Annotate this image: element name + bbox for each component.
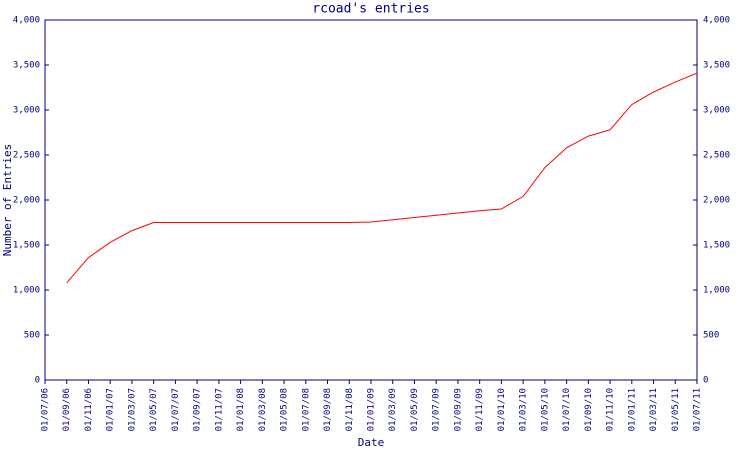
x-tick-label: 01/03/07 [127, 388, 137, 431]
x-tick-label: 01/09/08 [323, 388, 333, 431]
x-tick-label: 01/07/08 [301, 388, 311, 431]
y-tick-label: 3,500 [13, 61, 40, 71]
y2-tick-label: 500 [703, 331, 719, 341]
x-tick-label: 01/01/07 [106, 388, 116, 431]
x-tick-label: 01/05/08 [280, 388, 290, 431]
y2-tick-label: 3,000 [703, 106, 730, 116]
y2-tick-label: 2,000 [703, 196, 730, 206]
x-tick-label: 01/05/10 [540, 388, 550, 431]
x-tick-label: 01/11/09 [475, 388, 485, 431]
x-tick-label: 01/11/07 [214, 388, 224, 431]
x-tick-label: 01/03/10 [519, 388, 529, 431]
x-tick-label: 01/05/11 [671, 388, 681, 431]
x-tick-label: 01/07/10 [562, 388, 572, 431]
y-tick-label: 2,500 [13, 151, 40, 161]
x-tick-label: 01/11/06 [84, 388, 94, 431]
x-tick-label: 01/09/07 [193, 388, 203, 431]
y-axis-title: Number of Entries [1, 144, 14, 257]
x-tick-label: 01/09/06 [62, 388, 72, 431]
y-tick-label: 1,000 [13, 286, 40, 296]
x-tick-label: 01/01/11 [627, 388, 637, 431]
x-tick-label: 01/11/08 [345, 388, 355, 431]
y2-tick-label: 2,500 [703, 151, 730, 161]
x-tick-label: 01/07/11 [693, 388, 703, 431]
plot-frame [44, 19, 698, 381]
y2-tick-label: 3,500 [703, 61, 730, 71]
x-tick-label: 01/07/06 [41, 388, 51, 431]
x-axis-title: Date [358, 436, 385, 449]
x-tick-label: 01/11/10 [606, 388, 616, 431]
y-tick-label: 3,000 [13, 106, 40, 116]
x-tick-label: 01/01/10 [497, 388, 507, 431]
y2-tick-label: 1,500 [703, 241, 730, 251]
y2-tick-label: 0 [703, 376, 708, 386]
x-tick-label: 01/03/08 [258, 388, 268, 431]
x-tick-label: 01/05/09 [410, 388, 420, 431]
x-tick-label: 01/07/07 [171, 388, 181, 431]
y-tick-label: 4,000 [13, 16, 40, 26]
y-tick-label: 2,000 [13, 196, 40, 206]
y-tick-label: 1,500 [13, 241, 40, 251]
y-tick-label: 0 [35, 376, 40, 386]
y2-tick-label: 1,000 [703, 286, 730, 296]
x-tick-label: 01/03/09 [388, 388, 398, 431]
x-tick-label: 01/07/09 [432, 388, 442, 431]
x-tick-label: 01/09/09 [453, 388, 463, 431]
x-tick-label: 01/01/09 [367, 388, 377, 431]
chart-title: rcoad's entries [312, 2, 429, 17]
x-tick-label: 01/09/10 [584, 388, 594, 431]
x-tick-label: 01/05/07 [149, 388, 159, 431]
data-line [66, 72, 698, 284]
x-tick-label: 01/01/08 [236, 388, 246, 431]
x-tick-label: 01/03/11 [649, 388, 659, 431]
y-tick-label: 500 [24, 331, 40, 341]
y2-tick-label: 4,000 [703, 16, 730, 26]
